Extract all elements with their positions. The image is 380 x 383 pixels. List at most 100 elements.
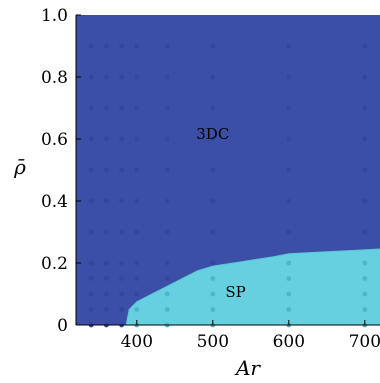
sample-point xyxy=(286,167,292,173)
sample-point xyxy=(119,167,124,173)
labels: Ar ρ̄ 3DC SP xyxy=(13,125,261,380)
sample-point xyxy=(119,136,124,142)
sample-point xyxy=(134,167,140,173)
sample-point xyxy=(104,276,109,281)
sample-point xyxy=(210,260,216,266)
sample-point xyxy=(104,229,109,235)
sample-point xyxy=(286,260,292,266)
sample-point xyxy=(104,198,109,204)
sample-point xyxy=(164,198,170,204)
sample-point xyxy=(210,167,216,173)
sample-point xyxy=(286,229,292,235)
sample-point xyxy=(362,198,368,204)
region-sp xyxy=(126,249,380,325)
sample-point xyxy=(134,74,140,80)
sample-point xyxy=(88,167,94,173)
sample-point xyxy=(362,307,368,312)
sample-point xyxy=(210,198,216,204)
sample-point xyxy=(134,43,140,49)
plot-area xyxy=(76,15,380,326)
sample-point xyxy=(286,105,292,111)
sample-point xyxy=(88,105,94,111)
region-label-sp: SP xyxy=(225,283,245,301)
sample-point xyxy=(104,105,109,111)
sample-point xyxy=(104,43,109,49)
sample-point xyxy=(104,260,109,266)
sample-point xyxy=(134,229,140,235)
sample-point xyxy=(104,167,109,173)
sample-point xyxy=(362,276,368,281)
axes: 0 0.2 0.4 0.6 0.8 1.0 400 500 600 700 xyxy=(41,6,380,352)
sample-point xyxy=(134,260,140,266)
sample-point xyxy=(88,74,94,80)
sample-point xyxy=(88,229,94,235)
sample-point xyxy=(119,307,124,312)
x-tick-label: 500 xyxy=(197,332,229,352)
x-axis-title: Ar xyxy=(234,356,261,380)
sample-point xyxy=(104,307,109,312)
sample-point xyxy=(286,276,292,281)
sample-point xyxy=(119,260,124,266)
sample-point xyxy=(362,229,368,235)
y-axis-title: ρ̄ xyxy=(13,155,26,179)
y-tick-label: 0 xyxy=(57,316,68,336)
sample-point xyxy=(286,198,292,204)
sample-point xyxy=(210,229,216,235)
sample-point xyxy=(119,105,124,111)
sample-point xyxy=(164,167,170,173)
sample-point xyxy=(164,307,170,312)
sample-point xyxy=(286,43,292,49)
sample-point xyxy=(119,291,124,297)
sample-point xyxy=(134,291,140,297)
sample-point xyxy=(362,136,368,142)
sample-point xyxy=(164,229,170,235)
sample-point xyxy=(164,260,170,266)
sample-point xyxy=(88,307,94,312)
sample-point xyxy=(210,43,216,49)
sample-point xyxy=(88,260,94,266)
sample-point xyxy=(88,198,94,204)
sample-point xyxy=(210,291,216,297)
sample-point xyxy=(210,276,216,281)
sample-point xyxy=(362,74,368,80)
y-tick-label: 0.8 xyxy=(41,68,68,88)
sample-point xyxy=(164,276,170,281)
sample-point xyxy=(164,291,170,297)
sample-point xyxy=(210,74,216,80)
y-tick-label: 0.2 xyxy=(41,254,68,274)
x-tick-label: 600 xyxy=(273,332,305,352)
sample-point xyxy=(164,136,170,142)
sample-point xyxy=(362,260,368,266)
sample-point xyxy=(119,43,124,49)
sample-point xyxy=(88,291,94,297)
sample-point xyxy=(119,276,124,281)
y-tick-label: 0.6 xyxy=(41,130,68,150)
sample-point xyxy=(362,167,368,173)
sample-point xyxy=(88,276,94,281)
x-tick-label: 700 xyxy=(349,332,380,352)
sample-point xyxy=(286,291,292,297)
phase-boundary xyxy=(125,248,380,326)
y-tick-label: 1.0 xyxy=(41,6,68,26)
sample-point xyxy=(286,74,292,80)
sample-point xyxy=(362,291,368,297)
sample-points xyxy=(88,43,368,328)
sample-point xyxy=(134,105,140,111)
sample-point xyxy=(164,43,170,49)
sample-point xyxy=(286,307,292,312)
sample-point xyxy=(134,198,140,204)
sample-point xyxy=(164,105,170,111)
sample-point xyxy=(210,307,216,312)
sample-point xyxy=(119,198,124,204)
sample-point xyxy=(134,307,140,312)
sample-point xyxy=(164,74,170,80)
sample-point xyxy=(104,136,109,142)
sample-point xyxy=(210,136,216,142)
region-label-3dc: 3DC xyxy=(196,125,229,143)
y-tick-label: 0.4 xyxy=(41,192,68,212)
sample-point xyxy=(119,229,124,235)
sample-point xyxy=(88,136,94,142)
sample-point xyxy=(104,291,109,297)
sample-point xyxy=(88,43,94,49)
